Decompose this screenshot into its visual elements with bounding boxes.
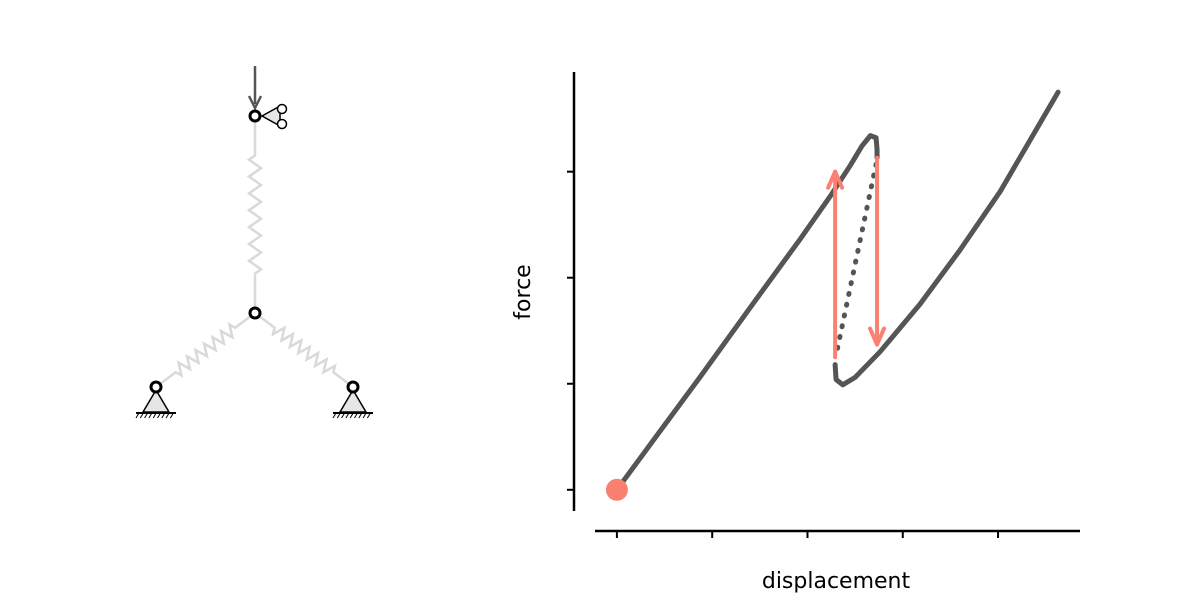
ground-hatch: [165, 412, 170, 419]
curve: [833, 161, 879, 358]
curve: [614, 89, 1061, 493]
y-axis-label: force: [511, 264, 536, 319]
arrow-head: [826, 169, 845, 190]
roller-support: [260, 104, 281, 128]
ground-hatch: [144, 412, 149, 419]
ground-hatch: [169, 412, 174, 419]
snap-arrow: [868, 155, 887, 347]
node: [149, 380, 163, 394]
roller: [276, 118, 288, 130]
ground-hatch: [341, 412, 346, 419]
node: [346, 380, 360, 394]
ground-hatch: [362, 412, 367, 419]
ground-hatch: [354, 412, 358, 419]
spring: [246, 116, 264, 313]
ground-hatch: [336, 412, 341, 419]
ground-hatch: [332, 412, 337, 419]
ground-hatch: [358, 412, 363, 419]
start-point: [605, 478, 628, 501]
ground-hatch: [366, 412, 371, 419]
spring-diagram: [135, 66, 373, 419]
arrow-head: [868, 326, 887, 347]
ground-hatch: [349, 412, 354, 419]
node: [248, 306, 262, 320]
ground-hatch: [148, 412, 153, 419]
ground-hatch: [152, 412, 157, 419]
roller: [276, 103, 288, 115]
ground-hatch: [139, 412, 144, 419]
snap-arrow: [826, 169, 845, 360]
ground-hatch: [157, 412, 161, 419]
ground-hatch: [135, 412, 140, 419]
load-arrow-head: [247, 95, 263, 111]
ground-hatch: [161, 412, 166, 419]
ground-hatch: [345, 412, 350, 419]
x-axis-label: displacement: [762, 569, 911, 594]
node: [248, 109, 262, 123]
spring: [254, 312, 354, 388]
spring: [155, 311, 256, 389]
